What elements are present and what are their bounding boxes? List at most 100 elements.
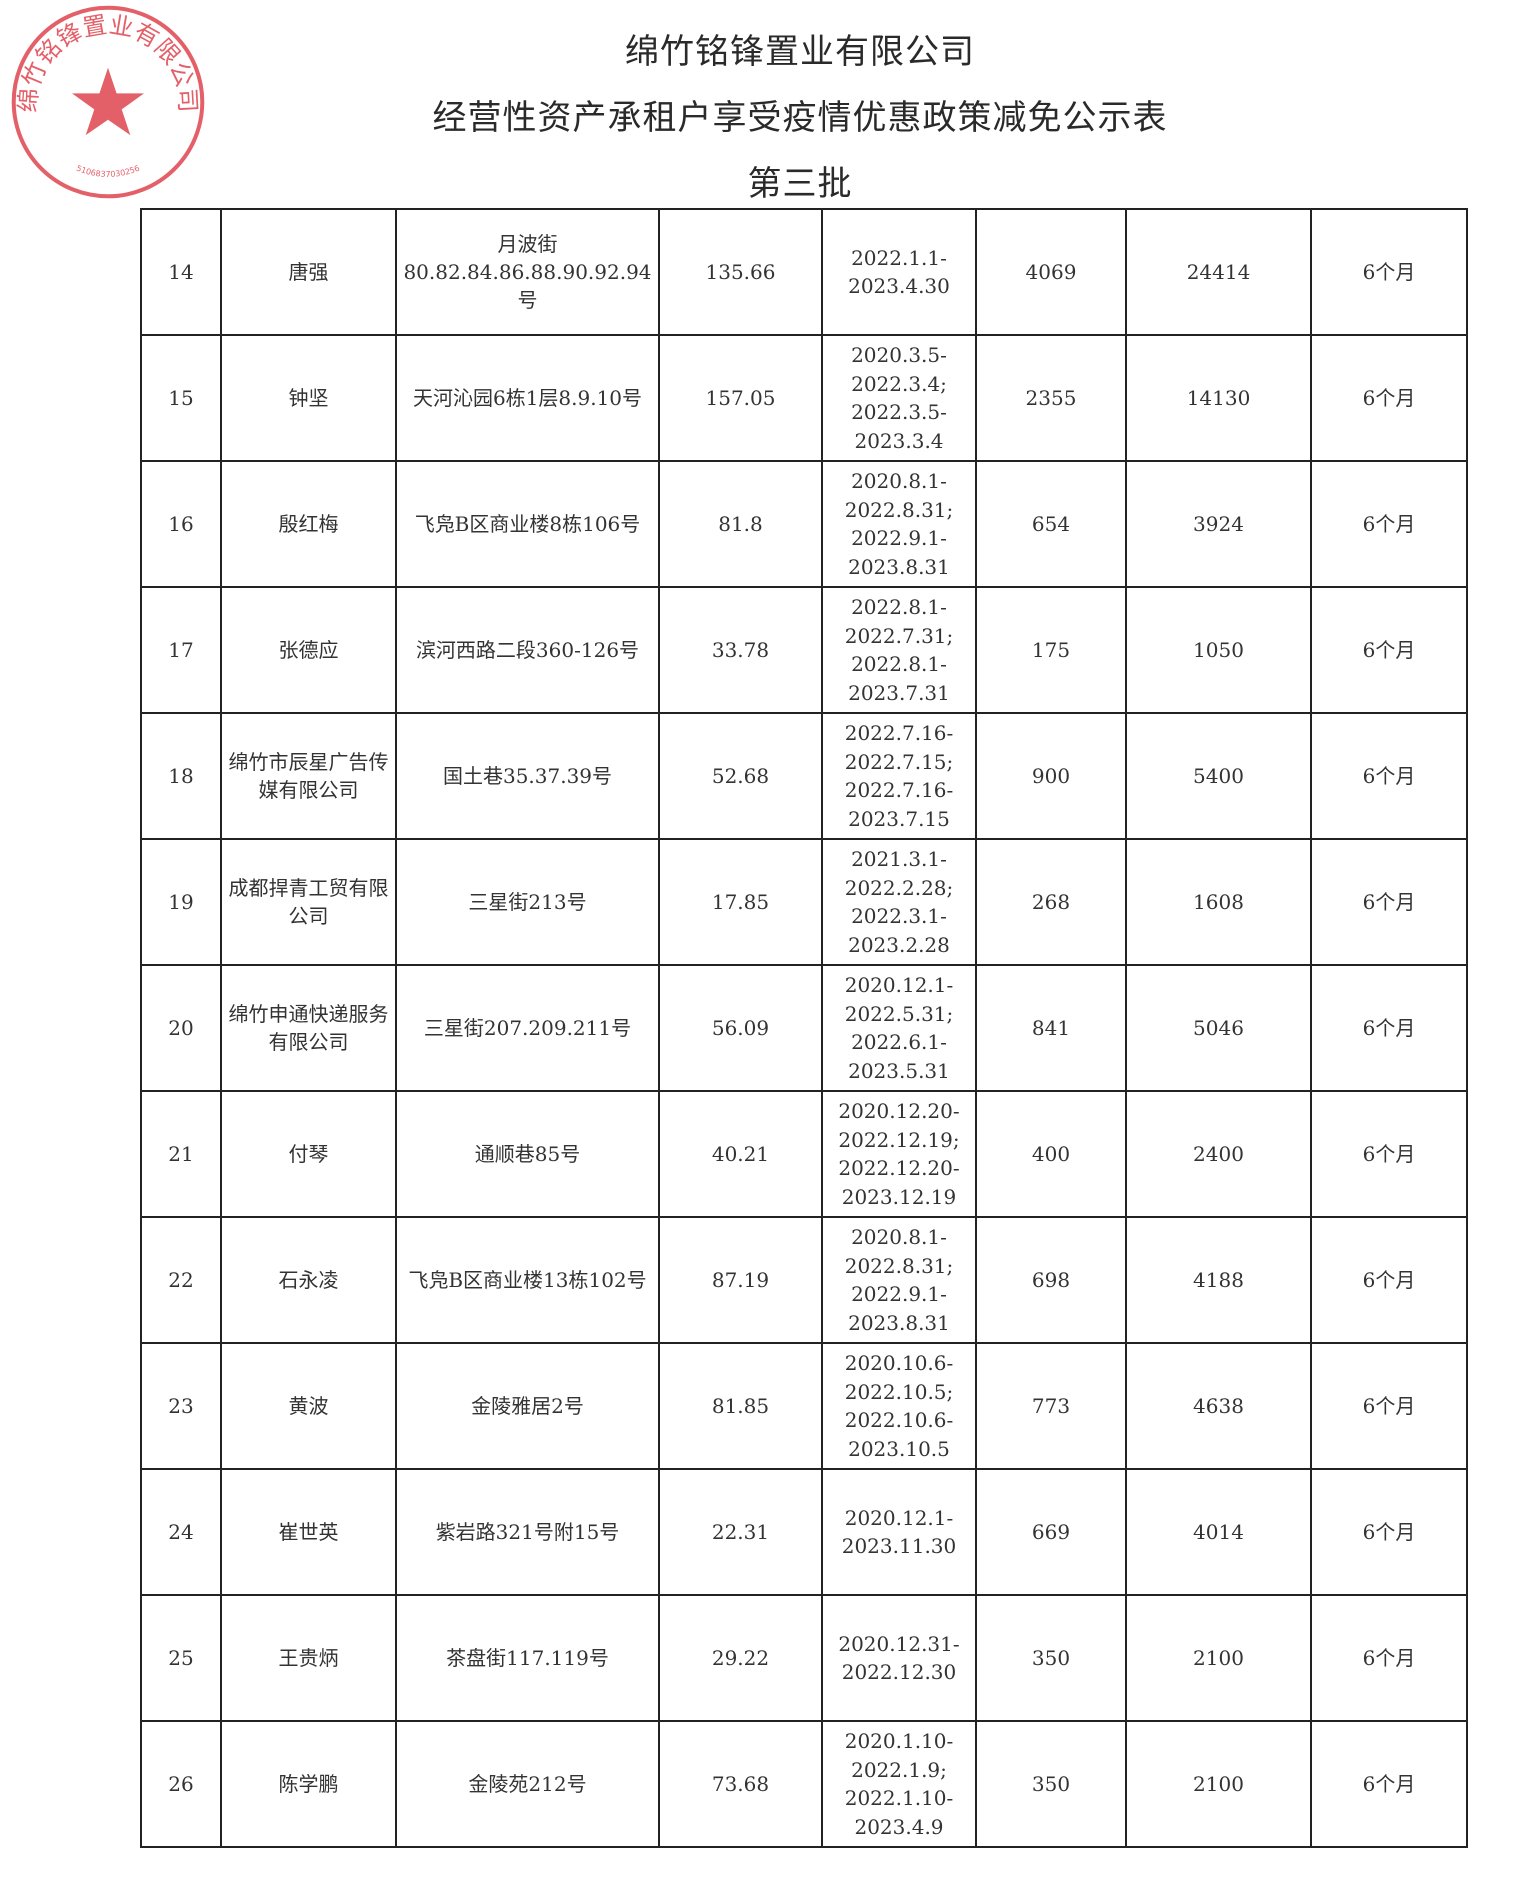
relief-amount-cell: 4638 xyxy=(1125,1342,1312,1470)
relief-months-cell: 6个月 xyxy=(1310,334,1468,462)
monthly-amount-cell: 669 xyxy=(975,1468,1127,1596)
monthly-amount-cell: 654 xyxy=(975,460,1127,588)
period-line: 2022.1.1- xyxy=(851,245,947,270)
period-line: 2022.8.31; xyxy=(844,1253,954,1278)
table-row: 16 殷红梅 飞凫B区商业楼8栋106号 81.8 2020.8.1- 2022.8.31… xyxy=(140,460,1468,588)
row-number-cell: 25 xyxy=(140,1594,222,1722)
lease-period-cell: 2020.12.1- 2022.5.31; 2022.6.1- 2023.5.31 xyxy=(821,964,977,1092)
company-title: 绵竹铭锋置业有限公司 xyxy=(625,32,975,72)
period-line: 2020.12.20- xyxy=(838,1099,960,1123)
period-line: 2022.3.1- xyxy=(851,904,947,928)
row-number-cell: 26 xyxy=(140,1720,222,1848)
lease-period-cell: 2020.3.5- 2022.3.4; 2022.3.5- 2023.3.4 xyxy=(821,334,977,462)
tenant-name-cell: 张德应 xyxy=(220,586,397,714)
period-line: 2023.5.31 xyxy=(848,1058,950,1083)
row-number-cell: 20 xyxy=(140,964,222,1092)
period-line: 2023.10.5 xyxy=(848,1436,950,1461)
monthly-amount-cell: 350 xyxy=(975,1720,1127,1848)
lease-period-cell: 2020.12.20- 2022.12.19; 2022.12.20- 2023.12… xyxy=(821,1090,977,1218)
relief-months-cell: 6个月 xyxy=(1310,586,1468,714)
tenant-name-cell: 陈学鹏 xyxy=(220,1720,397,1848)
period-line: 2021.3.1- xyxy=(851,847,947,871)
table-row: 17 张德应 滨河西路二段360-126号 33.78 2022.8.1- 2022.7.… xyxy=(140,586,1468,714)
period-line: 2023.8.31 xyxy=(848,554,950,579)
period-line: 2022.8.1- xyxy=(851,595,947,619)
relief-amount-cell: 2100 xyxy=(1125,1720,1312,1848)
tenant-name-cell: 崔世英 xyxy=(220,1468,397,1596)
tenant-name-cell: 绵竹申通快递服务有限公司 xyxy=(220,964,397,1092)
address-cell: 茶盘街117.119号 xyxy=(395,1594,660,1722)
period-line: 2020.12.1- xyxy=(844,973,954,997)
period-line: 2023.4.30 xyxy=(848,274,950,298)
period-line: 2022.2.28; xyxy=(844,875,954,900)
table-row: 21 付琴 通顺巷85号 40.21 2020.12.20- 2022.12.19; 202… xyxy=(140,1090,1468,1218)
area-cell: 17.85 xyxy=(658,838,823,966)
relief-amount-cell: 24414 xyxy=(1125,208,1312,336)
address-cell: 飞凫B区商业楼8栋106号 xyxy=(395,460,660,588)
tenant-name-cell: 成都捍青工贸有限公司 xyxy=(220,838,397,966)
lease-period-cell: 2020.10.6- 2022.10.5; 2022.10.6- 2023.10.5 xyxy=(821,1342,977,1470)
period-line: 2022.12.30 xyxy=(841,1660,957,1684)
address-cell: 滨河西路二段360-126号 xyxy=(395,586,660,714)
relief-months-cell: 6个月 xyxy=(1310,1090,1468,1218)
period-line: 2023.2.28 xyxy=(848,932,950,957)
period-line: 2023.11.30 xyxy=(841,1534,957,1558)
area-cell: 33.78 xyxy=(658,586,823,714)
period-line: 2022.10.5; xyxy=(844,1379,954,1404)
period-line: 2020.3.5- xyxy=(851,343,947,367)
relief-months-cell: 6个月 xyxy=(1310,712,1468,840)
monthly-amount-cell: 900 xyxy=(975,712,1127,840)
monthly-amount-cell: 350 xyxy=(975,1594,1127,1722)
relief-months-cell: 6个月 xyxy=(1310,1342,1468,1470)
table-row: 26 陈学鹏 金陵苑212号 73.68 2020.1.10- 2022.1.9; 2022… xyxy=(140,1720,1468,1848)
area-cell: 22.31 xyxy=(658,1468,823,1596)
relief-months-cell: 6个月 xyxy=(1310,1720,1468,1848)
period-line: 2020.8.1- xyxy=(851,1225,947,1249)
lease-period-cell: 2022.1.1- 2023.4.30 xyxy=(821,208,977,336)
period-line: 2022.9.1- xyxy=(851,526,947,550)
table-row: 14 唐强 月波街80.82.84.86.88.90.92.94号 135.66 202… xyxy=(140,208,1468,336)
period-line: 2020.12.31- xyxy=(838,1631,960,1656)
period-line: 2022.3.4; xyxy=(851,371,947,396)
address-cell: 通顺巷85号 xyxy=(395,1090,660,1218)
table-row: 18 绵竹市辰星广告传媒有限公司 国土巷35.37.39号 52.68 2022.7.1… xyxy=(140,712,1468,840)
area-cell: 73.68 xyxy=(658,1720,823,1848)
address-cell: 三星街213号 xyxy=(395,838,660,966)
relief-amount-cell: 1050 xyxy=(1125,586,1312,714)
table-row: 25 王贵炳 茶盘街117.119号 29.22 2020.12.31- 2022.12.… xyxy=(140,1594,1468,1722)
area-cell: 29.22 xyxy=(658,1594,823,1722)
monthly-amount-cell: 268 xyxy=(975,838,1127,966)
address-cell: 紫岩路321号附15号 xyxy=(395,1468,660,1596)
row-number-cell: 22 xyxy=(140,1216,222,1344)
period-line: 2022.1.10- xyxy=(844,1786,954,1810)
address-cell: 金陵苑212号 xyxy=(395,1720,660,1848)
period-line: 2022.12.20- xyxy=(838,1156,960,1180)
area-cell: 56.09 xyxy=(658,964,823,1092)
document-title: 经营性资产承租户享受疫情优惠政策减免公示表 xyxy=(432,98,1168,138)
lease-period-cell: 2021.3.1- 2022.2.28; 2022.3.1- 2023.2.28 xyxy=(821,838,977,966)
table-row: 23 黄波 金陵雅居2号 81.85 2020.10.6- 2022.10.5; 2022.… xyxy=(140,1342,1468,1470)
period-line: 2020.8.1- xyxy=(851,469,947,493)
period-line: 2022.10.6- xyxy=(844,1408,954,1432)
period-line: 2020.12.1- xyxy=(844,1505,954,1530)
tenant-name-cell: 石永凌 xyxy=(220,1216,397,1344)
area-cell: 81.85 xyxy=(658,1342,823,1470)
lease-period-cell: 2020.8.1- 2022.8.31; 2022.9.1- 2023.8.31 xyxy=(821,1216,977,1344)
monthly-amount-cell: 841 xyxy=(975,964,1127,1092)
period-line: 2022.7.15; xyxy=(844,749,954,774)
relief-months-cell: 6个月 xyxy=(1310,208,1468,336)
area-cell: 135.66 xyxy=(658,208,823,336)
relief-amount-cell: 2400 xyxy=(1125,1090,1312,1218)
tenant-name-cell: 王贵炳 xyxy=(220,1594,397,1722)
relief-amount-cell: 5400 xyxy=(1125,712,1312,840)
address-cell: 飞凫B区商业楼13栋102号 xyxy=(395,1216,660,1344)
period-line: 2022.12.19; xyxy=(838,1127,960,1152)
address-cell: 三星街207.209.211号 xyxy=(395,964,660,1092)
address-cell: 月波街80.82.84.86.88.90.92.94号 xyxy=(395,208,660,336)
row-number-cell: 19 xyxy=(140,838,222,966)
relief-months-cell: 6个月 xyxy=(1310,1468,1468,1596)
tenant-name-cell: 钟坚 xyxy=(220,334,397,462)
tenant-name-cell: 殷红梅 xyxy=(220,460,397,588)
lease-period-cell: 2020.1.10- 2022.1.9; 2022.1.10- 2023.4.9 xyxy=(821,1720,977,1848)
table-row: 19 成都捍青工贸有限公司 三星街213号 17.85 2021.3.1- 2022.2.… xyxy=(140,838,1468,966)
